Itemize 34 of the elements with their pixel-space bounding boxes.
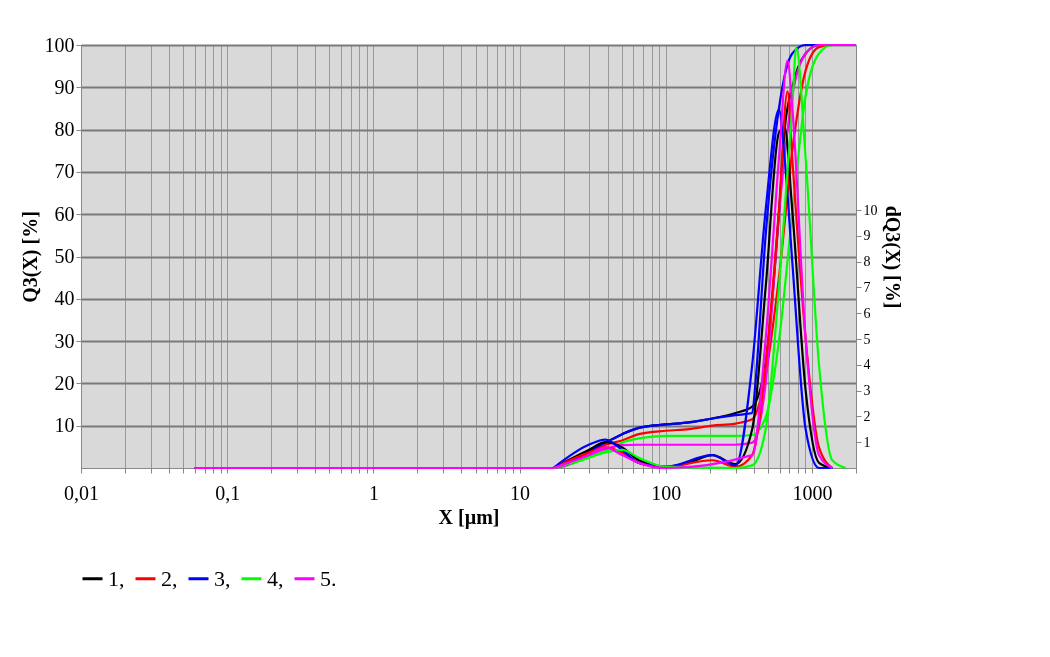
- y2-tick-label: 8: [863, 254, 871, 270]
- legend-label: 1,: [108, 565, 125, 591]
- y-tick-label: 20: [54, 371, 75, 394]
- y2-tick-label: 2: [863, 408, 871, 424]
- legend-label: 5.: [320, 565, 337, 591]
- y2-tick-label: 10: [863, 202, 878, 218]
- y-tick-label: 100: [44, 33, 75, 56]
- y-tick-label: 60: [54, 202, 75, 225]
- legend-label: 2,: [161, 565, 178, 591]
- y-tick-label: 90: [54, 75, 75, 98]
- x-tick-label: 1000: [792, 481, 833, 504]
- y-tick-label: 80: [54, 118, 75, 141]
- x-tick-label: 0,01: [64, 481, 99, 504]
- y2-tick-label: 1: [863, 434, 871, 450]
- y-tick-label: 30: [54, 329, 75, 352]
- y2-tick-label: 3: [863, 383, 871, 399]
- y2-tick-label: 9: [863, 228, 871, 244]
- y2-axis-title: dQ3(X) [%]: [880, 205, 904, 309]
- x-axis-title: X [µm]: [438, 505, 500, 529]
- x-tick-label: 100: [651, 481, 682, 504]
- y-tick-label: 50: [54, 245, 75, 267]
- y2-tick-label: 6: [863, 305, 871, 321]
- y-tick-label: 40: [54, 287, 75, 310]
- legend-label: 4,: [267, 565, 284, 591]
- x-tick-label: 0,1: [215, 481, 241, 504]
- x-tick-label: 1: [368, 481, 379, 504]
- y-axis-title: Q3(X) [%]: [18, 211, 42, 303]
- y2-tick-label: 4: [863, 357, 871, 373]
- y2-tick-label: 5: [863, 331, 871, 347]
- y2-tick-label: 7: [863, 279, 871, 295]
- y-tick-label: 70: [54, 160, 75, 183]
- x-tick-label: 10: [510, 481, 531, 504]
- legend-label: 3,: [214, 565, 231, 591]
- y-tick-label: 10: [54, 414, 75, 437]
